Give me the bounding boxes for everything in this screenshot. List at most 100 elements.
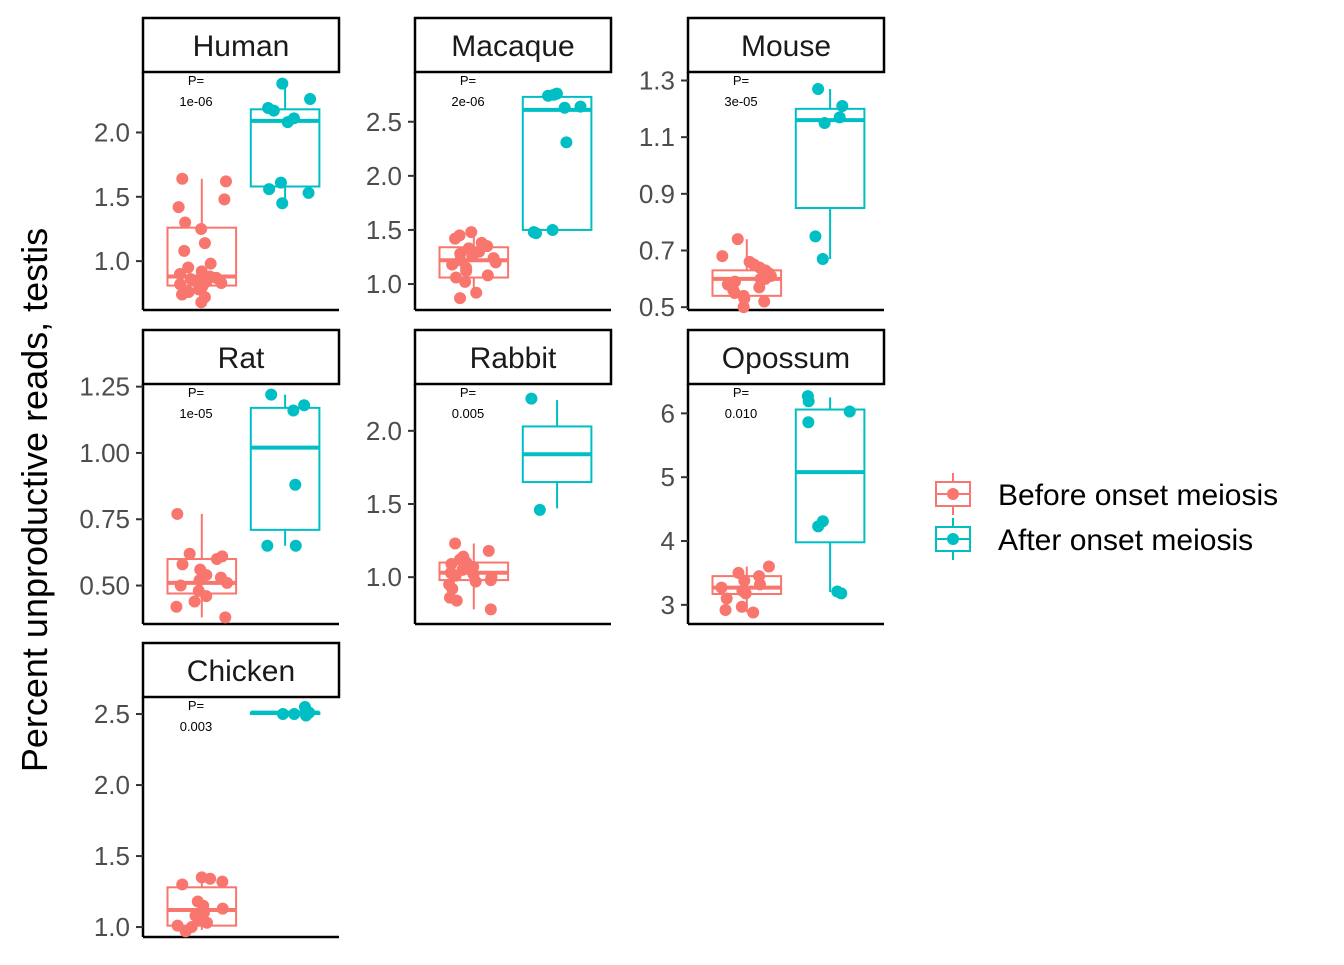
panel-rat: Rat 0.50 0.75 1.00 1.25 P= 1e-05 xyxy=(79,328,341,626)
y-tick-label: 2.0 xyxy=(94,117,130,147)
data-point xyxy=(459,275,472,288)
pvalue-label: 0.003 xyxy=(180,719,213,734)
y-tick-label: 1.25 xyxy=(79,372,130,402)
y-tick-label: 1.5 xyxy=(366,489,402,519)
data-point xyxy=(288,708,301,721)
box-after xyxy=(249,77,321,210)
y-tick-label: 2.0 xyxy=(366,416,402,446)
data-point xyxy=(176,878,189,891)
pvalue-prefix: P= xyxy=(188,73,204,88)
strip-box xyxy=(141,16,341,74)
data-point xyxy=(833,111,846,124)
y-tick-label: 2.5 xyxy=(366,107,402,137)
y-tick-label: 0.50 xyxy=(79,571,130,601)
y-tick-label: 1.5 xyxy=(94,182,130,212)
data-point xyxy=(457,550,470,563)
box-after xyxy=(249,700,321,722)
data-point xyxy=(298,399,311,412)
pvalue-prefix: P= xyxy=(188,698,204,713)
data-point xyxy=(735,600,748,613)
data-point xyxy=(184,273,197,286)
legend-label: After onset meiosis xyxy=(998,524,1253,557)
data-point xyxy=(818,117,831,129)
box-after xyxy=(794,390,866,600)
data-point xyxy=(487,252,500,265)
data-point xyxy=(298,700,311,713)
data-point xyxy=(527,226,540,239)
data-point xyxy=(172,201,185,214)
data-point xyxy=(809,230,822,243)
data-point xyxy=(747,606,760,619)
data-point xyxy=(470,286,483,299)
data-point xyxy=(216,550,229,563)
data-point xyxy=(188,595,201,608)
data-point xyxy=(276,708,289,721)
data-point xyxy=(525,392,538,405)
strip-label: Chicken xyxy=(187,655,295,688)
pvalue-label: 0.005 xyxy=(452,406,485,421)
strip-label: Macaque xyxy=(451,30,574,63)
data-point xyxy=(462,242,475,255)
data-point xyxy=(265,388,278,401)
y-tick-label: 4 xyxy=(661,526,675,556)
box-before xyxy=(711,560,783,619)
data-point xyxy=(453,229,466,242)
data-point xyxy=(176,558,189,571)
data-point xyxy=(444,566,457,579)
y-axis-title: Percent unproductive reads, testis xyxy=(14,228,55,772)
pvalue-label: 2e-06 xyxy=(451,94,484,109)
data-point xyxy=(716,250,729,263)
legend: Before onset meiosis After onset meiosis xyxy=(935,473,1278,560)
box-before xyxy=(438,226,510,305)
data-point xyxy=(214,571,227,584)
data-point xyxy=(289,478,302,491)
data-point xyxy=(484,603,497,616)
data-point xyxy=(574,100,587,113)
strip-box xyxy=(686,16,886,74)
data-point xyxy=(289,539,302,552)
box-after xyxy=(794,83,866,265)
strip-label: Opossum xyxy=(722,342,850,375)
data-point xyxy=(465,226,478,239)
data-point xyxy=(481,269,494,282)
data-point xyxy=(560,136,573,149)
pvalue-label: 1e-05 xyxy=(179,406,212,421)
y-tick-label: 0.5 xyxy=(639,292,675,322)
strip-box xyxy=(413,16,613,74)
box-after xyxy=(521,87,593,240)
data-point xyxy=(533,503,546,516)
data-point xyxy=(482,544,495,557)
data-point xyxy=(171,919,184,932)
data-point xyxy=(182,261,195,274)
data-point xyxy=(843,405,856,418)
data-point xyxy=(195,265,208,278)
data-point xyxy=(287,404,300,417)
panel-mouse: Mouse 0.5 0.7 0.9 1.1 1.3 P= 3e-05 xyxy=(639,16,886,322)
strip-box xyxy=(686,328,886,386)
pvalue-label: 0.010 xyxy=(725,406,758,421)
data-point xyxy=(171,507,184,520)
box-iqr xyxy=(794,107,866,209)
panel-opossum: Opossum 3 4 5 6 P= 0.010 xyxy=(661,328,886,626)
strip-box xyxy=(413,328,613,386)
legend-key-point xyxy=(947,533,959,545)
data-point xyxy=(176,172,189,185)
data-point xyxy=(191,895,204,908)
strip-label: Rat xyxy=(218,342,265,375)
y-tick-label: 6 xyxy=(661,398,675,428)
y-tick-label: 0.75 xyxy=(79,504,130,534)
data-point xyxy=(801,390,814,403)
panel-macaque: Macaque 1.0 1.5 2.0 2.5 P= 2e-06 xyxy=(366,16,613,312)
box-after xyxy=(249,388,321,552)
y-tick-label: 1.3 xyxy=(639,66,675,96)
strip-box xyxy=(141,641,341,699)
data-point xyxy=(174,579,187,592)
pvalue-prefix: P= xyxy=(733,385,749,400)
data-point xyxy=(454,292,467,305)
pvalue-label: 3e-05 xyxy=(724,94,757,109)
data-point xyxy=(736,584,749,597)
box-before xyxy=(438,537,510,616)
pvalue-prefix: P= xyxy=(188,385,204,400)
data-point xyxy=(276,197,289,210)
